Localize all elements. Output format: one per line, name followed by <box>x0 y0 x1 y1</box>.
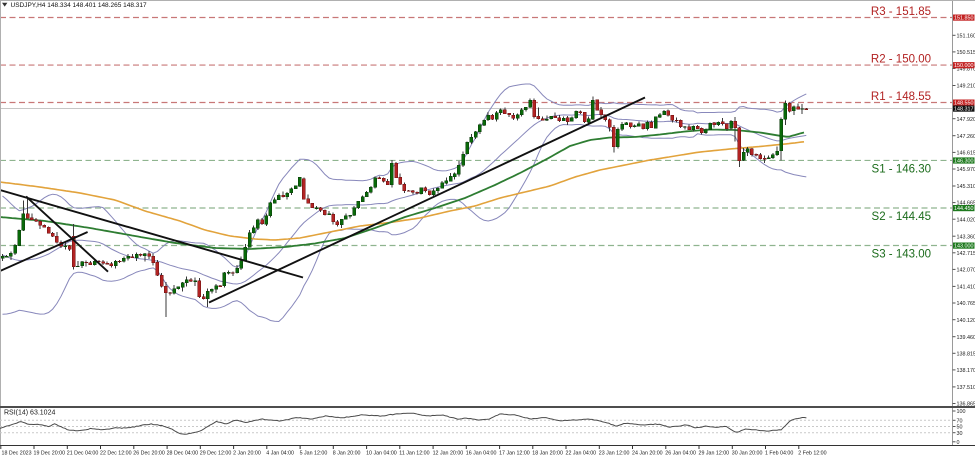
svg-text:137.510: 137.510 <box>957 385 975 391</box>
svg-text:138.170: 138.170 <box>957 368 975 374</box>
svg-text:151.850: 151.850 <box>954 16 974 22</box>
svg-text:26 Jan 04:00: 26 Jan 04:00 <box>665 451 696 457</box>
svg-text:148.317: 148.317 <box>954 107 974 113</box>
svg-text:29 Dec 12:00: 29 Dec 12:00 <box>200 451 232 457</box>
svg-text:140.120: 140.120 <box>957 318 975 324</box>
svg-text:144.450: 144.450 <box>954 206 974 212</box>
svg-text:22 Jan 04:00: 22 Jan 04:00 <box>566 451 597 457</box>
svg-text:RSI(14) 63.1024: RSI(14) 63.1024 <box>4 410 55 417</box>
svg-text:USDJPY,H4 148.334 148.401 148: USDJPY,H4 148.334 148.401 148.265 148.31… <box>11 2 148 9</box>
svg-text:18 Dec 2023: 18 Dec 2023 <box>2 451 32 457</box>
svg-text:2 Jan 20:00: 2 Jan 20:00 <box>233 451 261 457</box>
svg-text:24 Jan 20:00: 24 Jan 20:00 <box>632 451 663 457</box>
svg-text:144.020: 144.020 <box>957 217 975 223</box>
svg-text:143.360: 143.360 <box>957 234 975 240</box>
svg-text:19 Dec 20:00: 19 Dec 20:00 <box>34 451 66 457</box>
svg-text:146.300: 146.300 <box>954 159 974 165</box>
svg-text:30 Jan 20:00: 30 Jan 20:00 <box>732 451 763 457</box>
svg-text:145.310: 145.310 <box>957 184 975 190</box>
svg-text:5 Jan 12:00: 5 Jan 12:00 <box>300 451 328 457</box>
svg-text:S1 - 146.30: S1 - 146.30 <box>872 163 931 175</box>
svg-text:28 Dec 04:00: 28 Dec 04:00 <box>167 451 199 457</box>
svg-text:30: 30 <box>957 431 963 437</box>
svg-text:8 Jan 20:00: 8 Jan 20:00 <box>333 451 361 457</box>
svg-text:0: 0 <box>957 440 960 446</box>
svg-text:140.765: 140.765 <box>957 301 975 307</box>
svg-text:50: 50 <box>957 425 963 431</box>
svg-text:141.410: 141.410 <box>957 285 975 291</box>
svg-text:10 Jan 04:00: 10 Jan 04:00 <box>366 451 397 457</box>
svg-text:11 Jan 12:00: 11 Jan 12:00 <box>399 451 429 457</box>
svg-text:R3 - 151.85: R3 - 151.85 <box>871 6 931 18</box>
svg-text:142.070: 142.070 <box>957 268 975 274</box>
svg-text:16 Jan 04:00: 16 Jan 04:00 <box>466 451 497 457</box>
svg-text:149.210: 149.210 <box>957 84 975 90</box>
svg-text:147.260: 147.260 <box>957 134 975 140</box>
svg-text:145.970: 145.970 <box>957 167 975 173</box>
svg-text:29 Jan 12:00: 29 Jan 12:00 <box>699 451 730 457</box>
svg-text:R1 - 148.55: R1 - 148.55 <box>871 91 931 103</box>
svg-text:138.815: 138.815 <box>957 351 975 357</box>
svg-text:151.160: 151.160 <box>957 33 975 39</box>
svg-text:22 Dec 12:00: 22 Dec 12:00 <box>100 451 132 457</box>
svg-text:12 Jan 20:00: 12 Jan 20:00 <box>433 451 464 457</box>
svg-text:143.000: 143.000 <box>954 244 974 250</box>
svg-text:136.865: 136.865 <box>957 402 975 408</box>
svg-text:150.515: 150.515 <box>957 50 975 56</box>
svg-text:S2 - 144.45: S2 - 144.45 <box>872 211 931 223</box>
svg-text:S3 - 143.00: S3 - 143.00 <box>872 249 931 261</box>
svg-text:2 Feb 12:00: 2 Feb 12:00 <box>798 451 826 457</box>
svg-text:139.460: 139.460 <box>957 335 975 341</box>
svg-text:70: 70 <box>957 418 963 424</box>
svg-text:23 Jan 12:00: 23 Jan 12:00 <box>599 451 630 457</box>
svg-text:146.615: 146.615 <box>957 151 975 157</box>
svg-text:100: 100 <box>957 409 966 415</box>
svg-text:21 Dec 04:00: 21 Dec 04:00 <box>67 451 99 457</box>
svg-text:147.920: 147.920 <box>957 117 975 123</box>
svg-text:4 Jan 04:00: 4 Jan 04:00 <box>266 451 294 457</box>
svg-text:1 Feb 04:00: 1 Feb 04:00 <box>765 451 793 457</box>
svg-text:17 Jan 12:00: 17 Jan 12:00 <box>499 451 530 457</box>
svg-text:142.715: 142.715 <box>957 251 975 257</box>
svg-text:R2 - 150.00: R2 - 150.00 <box>871 54 931 66</box>
svg-text:26 Dec 20:00: 26 Dec 20:00 <box>133 451 165 457</box>
svg-text:18 Jan 20:00: 18 Jan 20:00 <box>532 451 563 457</box>
svg-text:150.000: 150.000 <box>954 63 974 69</box>
